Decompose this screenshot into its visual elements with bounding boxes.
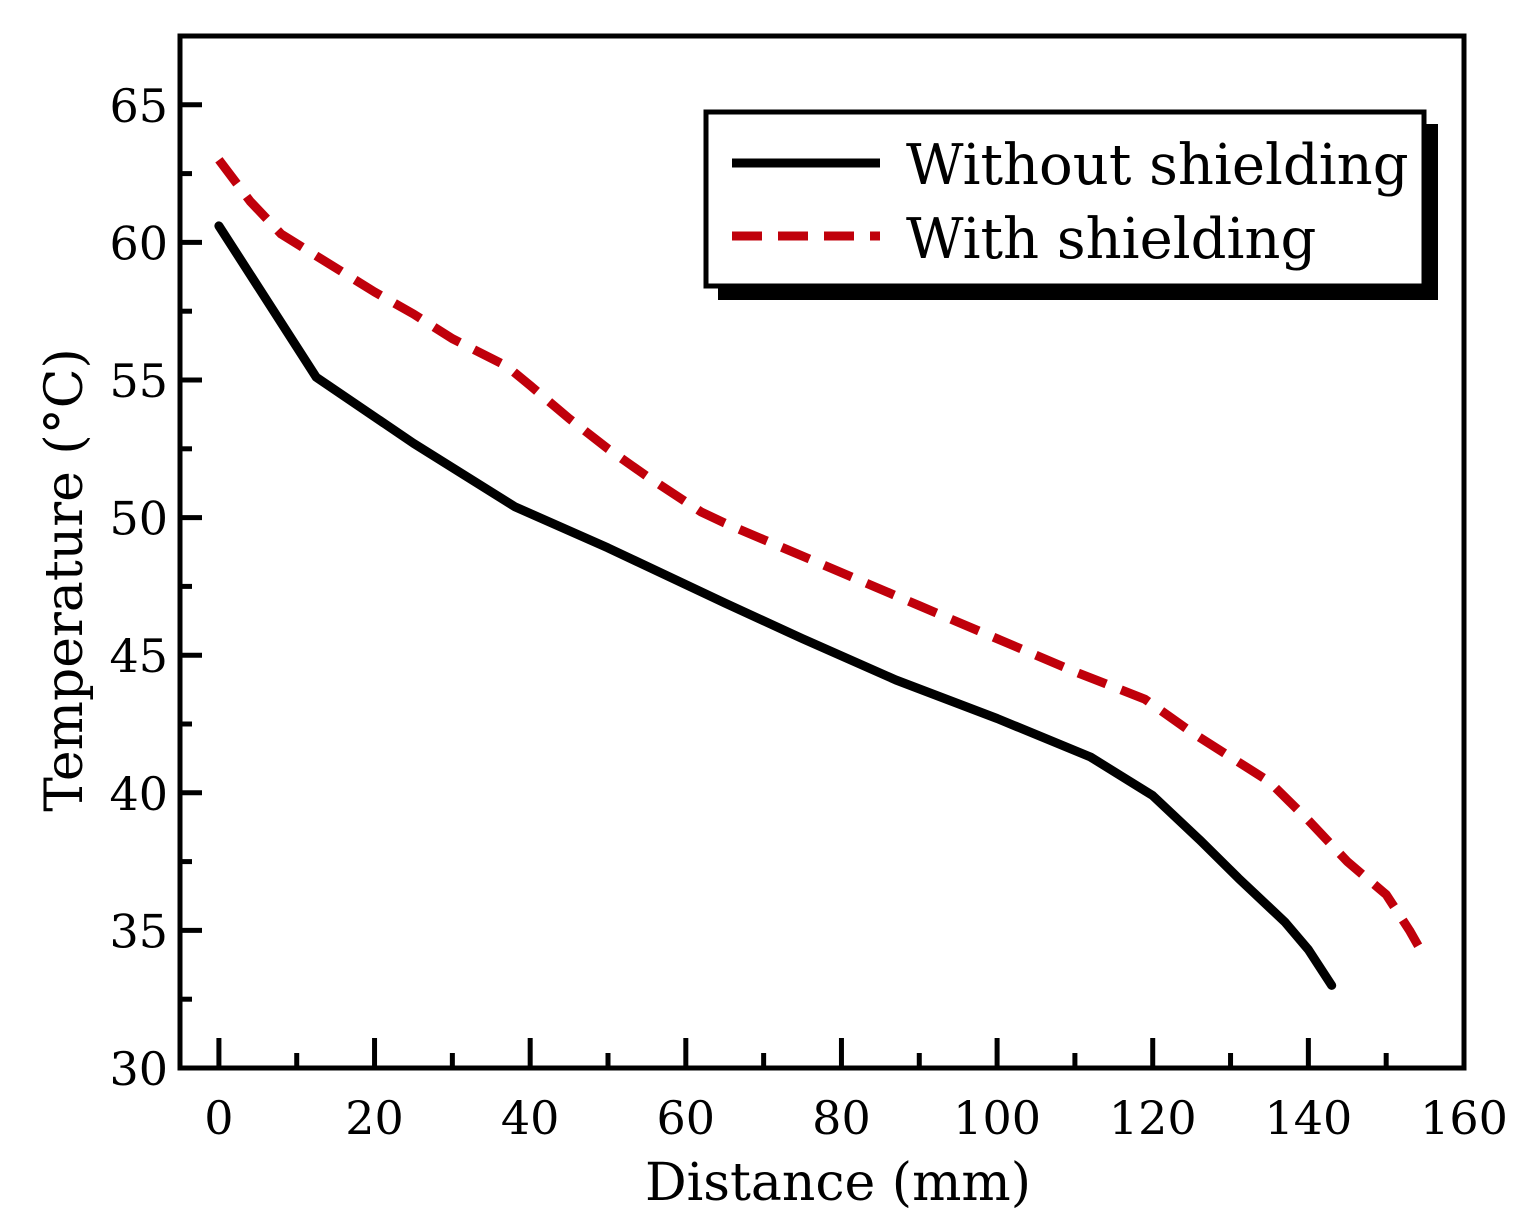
x-tick-label-20: 20 bbox=[345, 1091, 404, 1145]
y-tick-label-60: 60 bbox=[109, 216, 168, 270]
y-tick-label-45: 45 bbox=[109, 629, 168, 683]
legend-label-with-shielding: With shielding bbox=[906, 207, 1316, 272]
legend-label-without-shielding: Without shielding bbox=[906, 133, 1409, 198]
y-tick-label-55: 55 bbox=[109, 354, 168, 408]
y-axis-title: Temperature (°C) bbox=[35, 348, 95, 812]
x-tick-label-100: 100 bbox=[953, 1091, 1041, 1145]
x-tick-label-160: 160 bbox=[1420, 1091, 1508, 1145]
x-tick-label-60: 60 bbox=[657, 1091, 716, 1145]
y-tick-label-35: 35 bbox=[109, 904, 168, 958]
legend-box bbox=[703, 109, 1427, 289]
series-line-with-shielding bbox=[215, 157, 1430, 961]
y-tick-label-65: 65 bbox=[109, 79, 168, 133]
x-axis-title: Distance (mm) bbox=[645, 1153, 1031, 1213]
x-tick-label-0: 0 bbox=[204, 1091, 233, 1145]
series-line-without-shielding bbox=[214, 221, 1337, 990]
legend: Without shielding With shielding bbox=[703, 109, 1438, 300]
y-tick-label-40: 40 bbox=[109, 767, 168, 821]
tick-labels: 0 20 40 60 80 100 120 140 160 30 35 40 45 50 55 60 65 bbox=[109, 79, 1507, 1145]
plot-frame bbox=[177, 33, 1467, 1071]
x-tick-label-40: 40 bbox=[501, 1091, 560, 1145]
y-tick-label-50: 50 bbox=[109, 492, 168, 546]
x-tick-label-120: 120 bbox=[1109, 1091, 1197, 1145]
x-tick-label-140: 140 bbox=[1264, 1091, 1352, 1145]
y-tick-label-30: 30 bbox=[109, 1042, 168, 1096]
x-tick-label-80: 80 bbox=[812, 1091, 871, 1145]
series-lines bbox=[214, 157, 1430, 990]
